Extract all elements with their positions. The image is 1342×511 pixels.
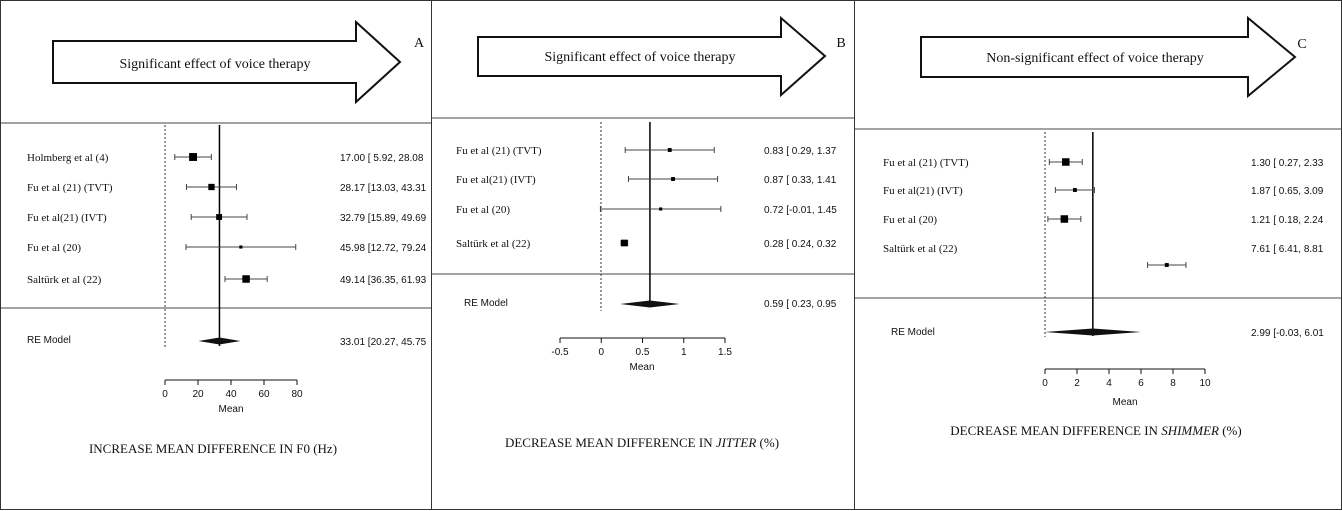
panel-b-ci-text: 0.83 [ 0.29, 1.37 (764, 146, 837, 157)
panel-c-study-label: Saltürk et al (22) (883, 243, 958, 255)
panel-b-xlabel: Mean (629, 362, 654, 373)
panel-b-point-estimate (659, 207, 663, 211)
panel-a-re-diamond (198, 337, 241, 345)
panel-b-arrow-text: Significant effect of voice therapy (545, 50, 736, 65)
panel-c-re-ci-text: 2.99 [-0.03, 6.01 (1251, 328, 1324, 339)
panel-c-study-label: Fu et al (21) (TVT) (883, 157, 969, 169)
panel-b-tick-label: 0.5 (636, 347, 650, 358)
panel-b-caption-prefix: DECREASE MEAN DIFFERENCE IN (505, 435, 716, 450)
panel-a-point-estimate (242, 275, 250, 283)
panel-c-point-estimate (1062, 158, 1070, 166)
panel-a-point-estimate (208, 183, 215, 191)
panel-a-study-label: Saltürk et al (22) (27, 274, 102, 286)
panel-c-xlabel: Mean (1112, 397, 1137, 408)
panel-b-ticks: -0.5 0 0.5 1 1.5 (551, 338, 732, 358)
panel-b-point-estimate (667, 148, 672, 152)
panel-c-re-diamond (1044, 328, 1142, 336)
panel-b-caption-suffix: (%) (756, 435, 779, 450)
panel-a-forest-plot: Significant effect of voice therapy A Ho… (0, 0, 433, 510)
panel-b-forest-plot: Significant effect of voice therapy B Fu… (431, 0, 856, 510)
panel-a-letter: A (414, 36, 425, 51)
panel-b-study-label: Fu et al(21) (IVT) (456, 174, 536, 186)
panel-b-tick-label: 1 (681, 347, 687, 358)
panel-a-point-estimate (216, 214, 223, 220)
panel-a-tick-label: 20 (192, 389, 204, 400)
panel-c-rows: Fu et al (21) (TVT) 1.30 [ 0.27, 2.33 Fu e… (883, 157, 1324, 268)
panel-c-ci-text: 1.30 [ 0.27, 2.33 (1251, 158, 1324, 169)
panel-c-re-label: RE Model (891, 327, 935, 338)
panel-c-svg: Non-significant effect of voice therapy … (855, 15, 1342, 438)
panel-c-tick-label: 2 (1074, 378, 1080, 389)
panel-a-tick-label: 80 (291, 389, 303, 400)
panel-a-ticks: 0 20 40 60 80 (162, 380, 303, 400)
panel-c-caption: DECREASE MEAN DIFFERENCE IN SHIMMER (%) (950, 423, 1241, 438)
panel-c-point-estimate (1060, 215, 1069, 223)
panel-b-caption-italic: JITTER (716, 435, 757, 450)
panel-b-point-estimate (621, 239, 628, 247)
panel-b-svg: Significant effect of voice therapy B Fu… (432, 15, 856, 450)
panel-b-re-ci-text: 0.59 [ 0.23, 0.95 (764, 299, 837, 310)
panel-c-arrow (920, 15, 1297, 99)
panel-a-point-estimate (189, 153, 197, 161)
panel-c-point-estimate (1072, 188, 1077, 192)
panel-c-caption-prefix: DECREASE MEAN DIFFERENCE IN (950, 423, 1161, 438)
panel-a-svg: Significant effect of voice therapy A Ho… (1, 19, 433, 456)
panel-a-re-ci-text: 33.01 [20.27, 45.75 (340, 337, 427, 348)
panel-a-arrow-text: Significant effect of voice therapy (120, 57, 311, 72)
panel-b-rows: Fu et al (21) (TVT) 0.83 [ 0.29, 1.37 Fu e… (456, 145, 837, 250)
panel-b-tick-label: -0.5 (551, 347, 569, 358)
panel-c-ci-text: 7.61 [ 6.41, 8.81 (1251, 244, 1324, 255)
panel-a-point-estimate (239, 245, 243, 249)
panel-c-forest-plot: Non-significant effect of voice therapy … (854, 0, 1342, 510)
panel-c-caption-suffix: (%) (1219, 423, 1242, 438)
panel-c-caption-italic: SHIMMER (1161, 423, 1219, 438)
panel-c-tick-label: 10 (1199, 378, 1211, 389)
panel-a-tick-label: 40 (225, 389, 237, 400)
panel-c-study-label: Fu et al(21) (IVT) (883, 185, 963, 197)
panel-c-tick-label: 6 (1138, 378, 1144, 389)
panel-b-caption: DECREASE MEAN DIFFERENCE IN JITTER (%) (505, 435, 779, 450)
panel-a-tick-label: 60 (258, 389, 270, 400)
panel-c-ticks: 0 2 4 6 8 10 (1042, 369, 1211, 389)
panel-b-ci-text: 0.28 [ 0.24, 0.32 (764, 239, 837, 250)
panel-c-tick-label: 4 (1106, 378, 1112, 389)
panel-c-ci-text: 1.21 [ 0.18, 2.24 (1251, 215, 1324, 226)
panel-a-study-label: Holmberg et al (4) (27, 152, 109, 164)
panel-a-arrow (52, 19, 402, 105)
panel-a-rows: Holmberg et al (4) 17.00 [ 5.92, 28.08 Fu … (27, 152, 427, 286)
panel-c-tick-label: 8 (1170, 378, 1176, 389)
panel-a-xlabel: Mean (218, 404, 243, 415)
panel-a-caption: INCREASE MEAN DIFFERENCE IN F0 (Hz) (89, 441, 337, 456)
panel-b-re-diamond (620, 300, 680, 308)
panel-c-ci-text: 1.87 [ 0.65, 3.09 (1251, 186, 1324, 197)
panel-c-point-estimate (1164, 263, 1169, 267)
panel-b-ci-text: 0.72 [-0.01, 1.45 (764, 205, 837, 216)
panel-b-tick-label: 1.5 (718, 347, 732, 358)
panel-b-study-label: Fu et al (21) (TVT) (456, 145, 542, 157)
panel-a-study-label: Fu et al(21) (IVT) (27, 212, 107, 224)
panel-c-letter: C (1297, 37, 1306, 52)
panel-b-re-label: RE Model (464, 298, 508, 309)
panel-b-study-label: Saltürk et al (22) (456, 238, 531, 250)
panel-b-ci-text: 0.87 [ 0.33, 1.41 (764, 175, 837, 186)
panel-a-ci-text: 32.79 [15.89, 49.69 (340, 213, 427, 224)
panel-a-ci-text: 45.98 [12.72, 79.24 (340, 243, 427, 254)
panel-b-point-estimate (671, 177, 675, 181)
panel-c-tick-label: 0 (1042, 378, 1048, 389)
panel-c-study-label: Fu et al (20) (883, 214, 937, 226)
panel-b-letter: B (836, 36, 845, 51)
panel-a-ci-text: 17.00 [ 5.92, 28.08 (340, 153, 424, 164)
panel-b-study-label: Fu et al (20) (456, 204, 510, 216)
panel-b-arrow (477, 15, 827, 98)
panel-a-study-label: Fu et al (20) (27, 242, 81, 254)
panel-a-tick-label: 0 (162, 389, 168, 400)
panel-c-arrow-text: Non-significant effect of voice therapy (986, 51, 1203, 66)
panel-a-study-label: Fu et al (21) (TVT) (27, 182, 113, 194)
panel-b-tick-label: 0 (598, 347, 604, 358)
panel-a-ci-text: 28.17 [13.03, 43.31 (340, 183, 427, 194)
panel-a-re-label: RE Model (27, 335, 71, 346)
panel-a-ci-text: 49.14 [36.35, 61.93 (340, 275, 427, 286)
